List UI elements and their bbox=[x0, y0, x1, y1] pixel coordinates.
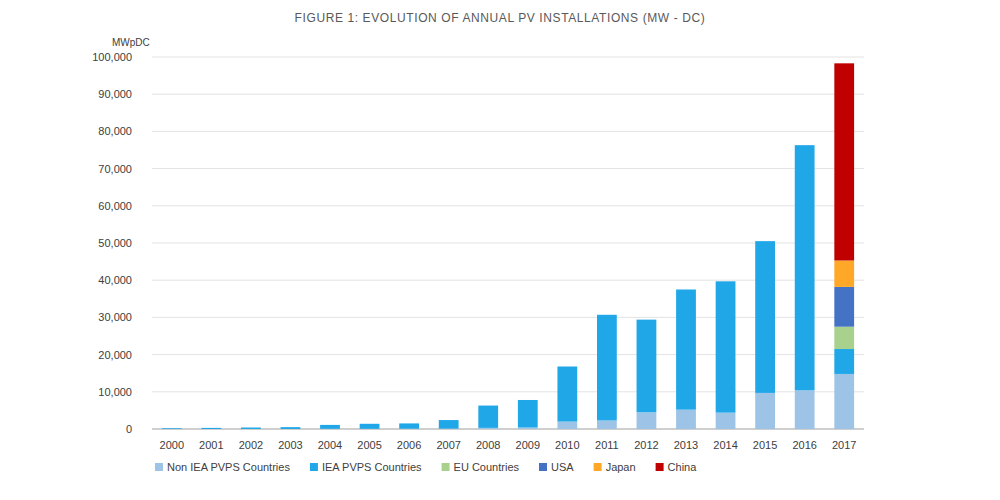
bar-segment bbox=[241, 429, 261, 430]
bar-segment bbox=[834, 374, 854, 429]
x-tick-label: 2002 bbox=[239, 439, 263, 451]
legend-swatch bbox=[539, 463, 547, 471]
y-tick-label: 60,000 bbox=[98, 200, 132, 212]
bar-segment bbox=[716, 281, 736, 412]
bar-segment bbox=[360, 424, 380, 429]
x-tick-label: 2000 bbox=[160, 439, 184, 451]
grid-line bbox=[152, 131, 864, 132]
bar-segment bbox=[320, 425, 340, 429]
bar-segment bbox=[162, 429, 182, 430]
x-tick-label: 2001 bbox=[199, 439, 223, 451]
bar-segment bbox=[241, 428, 261, 429]
legend-label: USA bbox=[551, 461, 574, 473]
bar-segment bbox=[201, 428, 221, 429]
x-tick-label: 2012 bbox=[634, 439, 658, 451]
bar-segment bbox=[676, 410, 696, 429]
grid bbox=[152, 57, 864, 429]
x-tick-label: 2005 bbox=[357, 439, 381, 451]
bar-segment bbox=[518, 428, 538, 429]
legend-swatch bbox=[155, 463, 163, 471]
bar-segment bbox=[716, 413, 736, 429]
legend-label: IEA PVPS Countries bbox=[322, 461, 422, 473]
grid-line bbox=[152, 94, 864, 95]
y-tick-label: 0 bbox=[126, 423, 132, 435]
chart: FIGURE 1: EVOLUTION OF ANNUAL PV INSTALL… bbox=[0, 0, 1000, 500]
bars bbox=[162, 63, 854, 429]
bar-segment bbox=[637, 412, 657, 429]
x-tick-label: 2017 bbox=[832, 439, 856, 451]
legend-swatch bbox=[310, 463, 318, 471]
bar-segment bbox=[676, 290, 696, 410]
y-tick-label: 50,000 bbox=[98, 237, 132, 249]
y-tick-label: 10,000 bbox=[98, 386, 132, 398]
x-tick-label: 2004 bbox=[318, 439, 342, 451]
y-tick-label: 100,000 bbox=[92, 51, 132, 63]
bar-segment bbox=[557, 367, 577, 422]
bar-segment bbox=[795, 390, 815, 429]
bar-segment bbox=[834, 287, 854, 327]
bar-segment bbox=[755, 241, 775, 393]
bar-segment bbox=[834, 260, 854, 286]
legend-label: Japan bbox=[606, 461, 636, 473]
x-tick-label: 2007 bbox=[436, 439, 460, 451]
x-tick-label: 2011 bbox=[595, 439, 619, 451]
legend-label: EU Countries bbox=[454, 461, 520, 473]
bar-segment bbox=[518, 400, 538, 428]
bar-segment bbox=[834, 349, 854, 374]
bar-segment bbox=[439, 420, 459, 429]
bar-segment bbox=[597, 315, 617, 421]
x-tick-label: 2003 bbox=[278, 439, 302, 451]
y-tick-label: 40,000 bbox=[98, 274, 132, 286]
bar-segment bbox=[557, 422, 577, 429]
bar-segment bbox=[281, 427, 301, 429]
bar-segment bbox=[399, 423, 419, 428]
legend-label: China bbox=[668, 461, 698, 473]
grid-line bbox=[152, 205, 864, 206]
bar-segment bbox=[201, 429, 221, 430]
chart-title: FIGURE 1: EVOLUTION OF ANNUAL PV INSTALL… bbox=[295, 11, 706, 25]
bar-segment bbox=[795, 145, 815, 390]
x-tick-label: 2016 bbox=[792, 439, 816, 451]
bar-segment bbox=[478, 428, 498, 429]
grid-line bbox=[152, 57, 864, 58]
y-tick-label: 20,000 bbox=[98, 349, 132, 361]
bar-segment bbox=[478, 406, 498, 428]
bar-segment bbox=[755, 393, 775, 429]
y-tick-label: 80,000 bbox=[98, 125, 132, 137]
x-tick-label: 2006 bbox=[397, 439, 421, 451]
x-tick-label: 2008 bbox=[476, 439, 500, 451]
legend-swatch bbox=[594, 463, 602, 471]
y-tick-label: 30,000 bbox=[98, 311, 132, 323]
x-tick-label: 2010 bbox=[555, 439, 579, 451]
legend: Non IEA PVPS Countries IEA PVPS Countries… bbox=[155, 461, 697, 473]
x-tick-label: 2015 bbox=[753, 439, 777, 451]
bar-segment bbox=[597, 420, 617, 429]
x-tick-label: 2014 bbox=[713, 439, 737, 451]
x-tick-label: 2009 bbox=[516, 439, 540, 451]
grid-line bbox=[152, 168, 864, 169]
y-tick-label: 90,000 bbox=[98, 88, 132, 100]
legend-label: Non IEA PVPS Countries bbox=[167, 461, 290, 473]
x-tick-label: 2013 bbox=[674, 439, 698, 451]
bar-segment bbox=[834, 63, 854, 260]
bar-segment bbox=[162, 428, 182, 429]
y-axis-label: MWpDC bbox=[112, 37, 150, 48]
bar-segment bbox=[834, 327, 854, 349]
legend-swatch bbox=[656, 463, 664, 471]
y-tick-label: 70,000 bbox=[98, 163, 132, 175]
bar-segment bbox=[637, 320, 657, 413]
legend-swatch bbox=[442, 463, 450, 471]
